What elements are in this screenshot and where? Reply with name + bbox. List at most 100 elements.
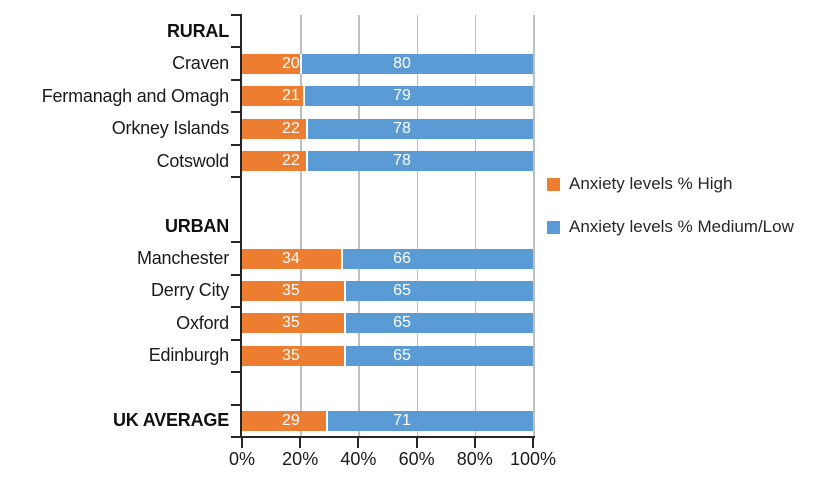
gridline bbox=[474, 15, 477, 437]
bar-segment-high bbox=[242, 410, 327, 431]
bar-value-label: 65 bbox=[393, 281, 411, 299]
bar-segment-medium-low bbox=[306, 118, 533, 139]
bar-segment-medium-low bbox=[340, 248, 533, 269]
bar-segment-high bbox=[242, 86, 304, 107]
bar-row: 22 78 bbox=[242, 145, 533, 177]
category-label: Craven bbox=[172, 53, 229, 74]
bar-row: 21 79 bbox=[242, 80, 533, 112]
stacked-bar: 20 80 bbox=[242, 53, 533, 74]
gridline bbox=[358, 15, 360, 437]
bar-row: 35 65 bbox=[242, 307, 533, 339]
bar-value-label: 29 bbox=[281, 411, 300, 429]
bar-segment-medium-low bbox=[303, 86, 533, 107]
bar-segment-high bbox=[242, 53, 301, 74]
legend-swatch-medium-low-icon bbox=[547, 220, 560, 234]
bar-segment-medium-low bbox=[343, 313, 533, 334]
y-axis-tick bbox=[231, 338, 242, 341]
bar-row bbox=[242, 372, 533, 404]
bar-segment-high bbox=[242, 345, 344, 366]
bar-value-label: 78 bbox=[393, 152, 411, 170]
bar-row: 20 80 bbox=[242, 47, 533, 79]
stacked-bar: 34 66 bbox=[242, 248, 533, 269]
y-axis-tick bbox=[231, 143, 242, 146]
legend-label-medium-low: Anxiety levels % Medium/Low bbox=[569, 217, 794, 236]
stacked-bar: 29 71 bbox=[242, 410, 533, 431]
stacked-bar: 22 78 bbox=[242, 151, 533, 172]
bar-value-label: 35 bbox=[281, 314, 300, 332]
category-label bbox=[0, 372, 229, 404]
legend-item-medium-low: Anxiety levels % Medium/Low bbox=[547, 214, 794, 240]
bar-value-label: 22 bbox=[281, 152, 300, 170]
legend-item-high: Anxiety levels % High bbox=[547, 171, 794, 197]
category-label: Orkney Islands bbox=[111, 118, 229, 139]
x-axis-tick-label: 100% bbox=[509, 449, 557, 469]
bar-row: 29 71 bbox=[242, 405, 533, 437]
bar-value-label: 79 bbox=[393, 87, 411, 105]
plot-area: 20 80 21 79 22 78 22 78 34 66 35 65 35 65 35 65 29 71 bbox=[242, 15, 535, 437]
legend-swatch-high-icon bbox=[547, 177, 560, 191]
stacked-bar: 35 65 bbox=[242, 280, 533, 301]
x-axis-line bbox=[231, 436, 535, 438]
bar-value-label: 21 bbox=[281, 87, 300, 105]
y-axis-tick bbox=[231, 46, 242, 49]
bar-segment-medium-low bbox=[300, 53, 533, 74]
bar-value-label: 78 bbox=[393, 119, 411, 137]
x-axis-tick bbox=[473, 436, 476, 448]
y-axis-tick bbox=[231, 371, 242, 374]
y-axis-tick bbox=[231, 14, 242, 16]
x-axis-tick bbox=[532, 436, 534, 448]
bar-value-label: 65 bbox=[393, 314, 411, 332]
bar-row bbox=[242, 210, 533, 242]
x-axis-tick-label: 60% bbox=[398, 449, 435, 469]
legend-label-high: Anxiety levels % High bbox=[569, 174, 733, 193]
category-label-column: RURAL Craven Fermanagh and Omagh Orkney Isl… bbox=[0, 15, 230, 437]
stacked-bar: 22 78 bbox=[242, 118, 533, 139]
bar-value-label: 71 bbox=[393, 411, 411, 429]
y-axis-tick bbox=[231, 273, 242, 276]
y-axis-tick bbox=[231, 241, 242, 244]
bar-segment-high bbox=[242, 118, 307, 139]
bar-value-label: 34 bbox=[281, 249, 300, 267]
category-label: UK AVERAGE bbox=[112, 410, 229, 431]
x-axis-tick-label: 0% bbox=[228, 449, 256, 469]
bar-segment-medium-low bbox=[306, 151, 533, 172]
legend: Anxiety levels % High Anxiety levels % M… bbox=[547, 171, 794, 257]
bar-row: 35 65 bbox=[242, 340, 533, 372]
bar-row: 22 78 bbox=[242, 112, 533, 144]
bar-rows-layer: 20 80 21 79 22 78 22 78 34 66 35 65 35 65 35 65 29 71 bbox=[242, 15, 533, 437]
bar-value-label: 35 bbox=[281, 346, 300, 364]
x-axis-tick-label: 40% bbox=[340, 449, 377, 469]
bar-value-label: 65 bbox=[393, 346, 411, 364]
x-axis-tick bbox=[357, 436, 360, 448]
bar-segment-high bbox=[242, 248, 341, 269]
bar-value-label: 66 bbox=[393, 249, 411, 267]
x-axis-tick bbox=[241, 436, 243, 448]
gridline bbox=[300, 15, 302, 437]
category-label: Derry City bbox=[151, 280, 229, 301]
category-label: URBAN bbox=[165, 215, 229, 236]
bar-row: 34 66 bbox=[242, 242, 533, 274]
category-label: Manchester bbox=[136, 248, 229, 269]
x-axis-tick bbox=[299, 436, 302, 448]
bar-row: 35 65 bbox=[242, 275, 533, 307]
y-axis-line bbox=[240, 15, 242, 438]
bar-segment-medium-low bbox=[343, 345, 533, 366]
y-axis-tick bbox=[231, 78, 242, 81]
bar-value-label: 20 bbox=[281, 54, 300, 72]
y-axis-tick bbox=[231, 306, 242, 309]
x-axis-tick bbox=[415, 436, 418, 448]
bar-row bbox=[242, 177, 533, 209]
bar-value-label: 35 bbox=[281, 281, 300, 299]
bar-value-label: 80 bbox=[393, 54, 411, 72]
stacked-bar: 35 65 bbox=[242, 345, 533, 366]
bar-value-label: 22 bbox=[281, 119, 300, 137]
category-label: Cotswold bbox=[156, 150, 230, 171]
bar-segment-high bbox=[242, 313, 344, 334]
gridline bbox=[416, 15, 419, 437]
x-axis-tick-label: 80% bbox=[456, 449, 493, 469]
bar-segment-high bbox=[242, 280, 344, 301]
category-label bbox=[0, 177, 229, 209]
category-label: RURAL bbox=[167, 20, 229, 41]
y-axis-tick bbox=[231, 403, 242, 406]
